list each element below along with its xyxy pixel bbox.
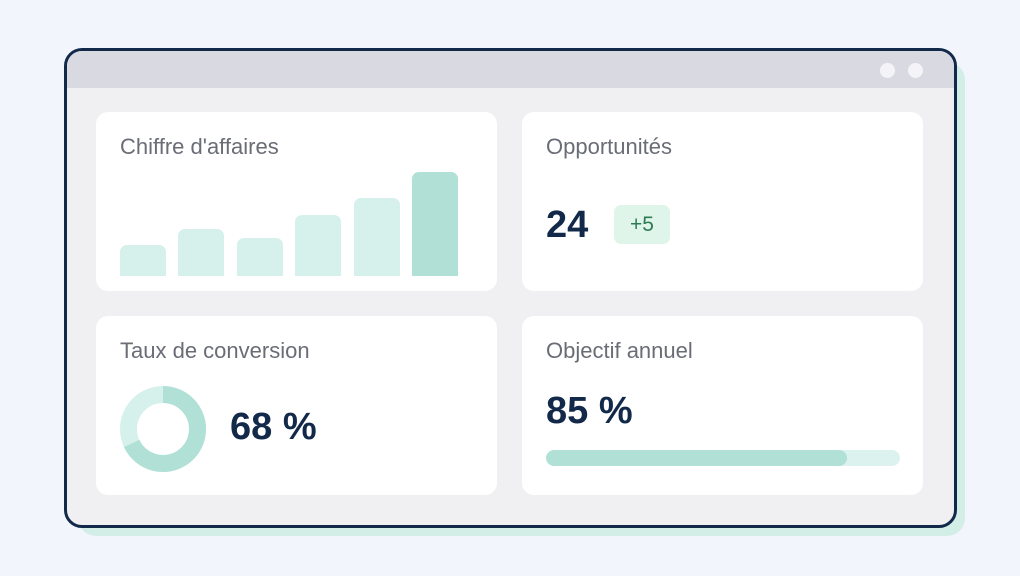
annual-goal-card: Objectif annuel 85 % [522, 316, 923, 495]
revenue-bar [236, 237, 283, 276]
revenue-card-title: Chiffre d'affaires [120, 134, 279, 159]
conversion-card-title: Taux de conversion [120, 338, 310, 363]
donut-arc [120, 386, 206, 472]
opportunities-count: 24 [546, 204, 589, 246]
revenue-bar [120, 244, 166, 276]
revenue-card: Chiffre d'affaires [96, 112, 497, 291]
annual-goal-progress-bar [546, 450, 900, 466]
opportunities-card-title: Opportunités [546, 134, 672, 159]
window-control-dot[interactable] [908, 63, 923, 78]
window-control-dot[interactable] [880, 63, 895, 78]
revenue-bar [412, 172, 458, 276]
annual-goal-card-title: Objectif annuel [546, 338, 693, 363]
app-window: Chiffre d'affaires Opportunités 24 +5 Ta… [64, 48, 957, 528]
conversion-rate: 68 % [230, 406, 317, 448]
annual-goal-progress-fill [546, 450, 847, 466]
revenue-bar [295, 214, 342, 276]
conversion-donut-chart [120, 386, 206, 472]
revenue-bar [178, 229, 225, 276]
conversion-card: Taux de conversion 68 % [96, 316, 497, 495]
revenue-bar-chart [120, 172, 460, 276]
annual-goal-percent: 85 % [546, 390, 633, 432]
opportunities-delta-badge: +5 [614, 205, 670, 244]
opportunities-card: Opportunités 24 +5 [522, 112, 923, 291]
revenue-bar [353, 198, 400, 276]
title-bar [67, 51, 954, 88]
